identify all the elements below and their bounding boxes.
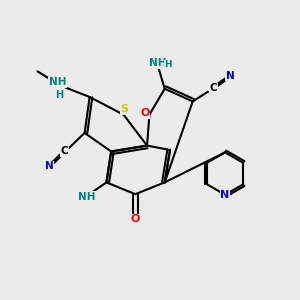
Text: S: S (121, 104, 129, 114)
Text: NH: NH (49, 77, 66, 87)
Text: NH: NH (78, 191, 95, 202)
Text: O: O (130, 214, 140, 224)
Text: N: N (220, 190, 230, 200)
Text: NH: NH (148, 58, 166, 68)
Text: C: C (61, 146, 68, 157)
Text: O: O (140, 108, 150, 118)
Text: C: C (209, 83, 217, 93)
Text: N: N (45, 161, 54, 171)
Text: N: N (226, 71, 235, 81)
Text: H: H (55, 90, 63, 100)
Text: H: H (164, 60, 172, 69)
